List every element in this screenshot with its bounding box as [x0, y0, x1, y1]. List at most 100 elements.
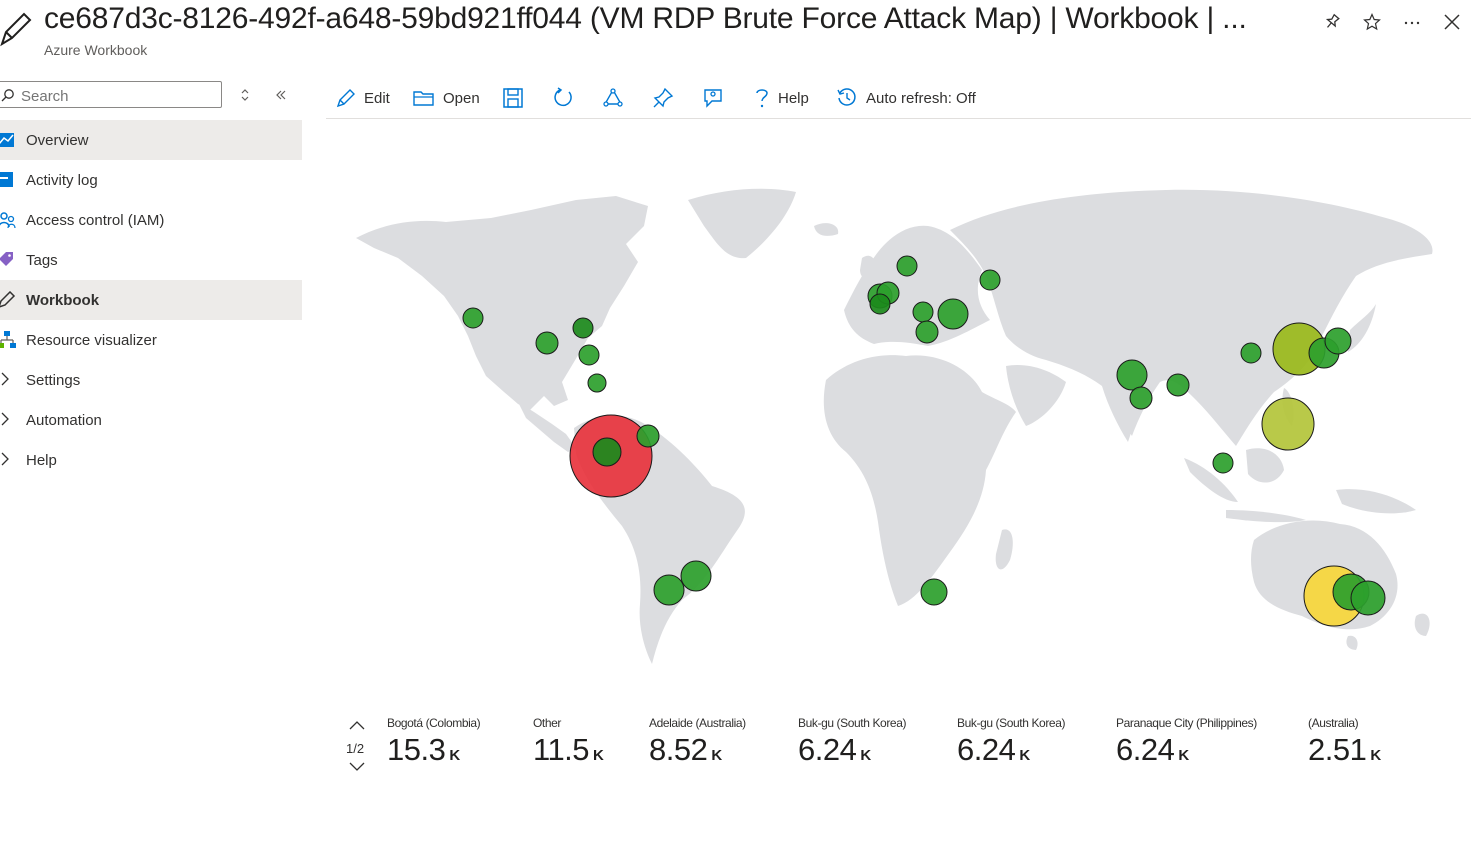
land-borneo — [1246, 448, 1284, 483]
bubble-us-west[interactable] — [462, 307, 484, 329]
metric-tile: (Australia) 2.51 K — [1308, 716, 1381, 768]
save-button[interactable] — [502, 84, 524, 112]
chevron-down-icon[interactable] — [348, 760, 366, 774]
bubble-russia[interactable] — [979, 269, 1001, 291]
bubble-japan[interactable] — [1324, 327, 1352, 355]
chevron-up-icon[interactable] — [348, 718, 366, 732]
metric-tile: Other 11.5 K — [533, 716, 604, 768]
bubble-france[interactable] — [869, 293, 891, 315]
metric-tiles: 1/2 Bogotá (Colombia) 15.3 K Other 11.5 K … — [326, 712, 1471, 782]
metric-tile: Buk-gu (South Korea) 6.24 K — [798, 716, 906, 768]
land-new-guinea — [1336, 489, 1416, 514]
search-box[interactable] — [0, 81, 222, 108]
metric-unit: K — [1178, 747, 1189, 764]
open-button[interactable]: Open — [413, 84, 480, 112]
bubble-germany[interactable] — [912, 301, 934, 323]
more-options-icon[interactable] — [1400, 10, 1424, 34]
bubble-caracas[interactable] — [636, 424, 660, 448]
metric-value: 6.24 — [957, 732, 1016, 767]
land-tasmania — [1346, 635, 1358, 650]
pin-to-dashboard-button[interactable] — [652, 84, 674, 112]
bubble-sao-paulo[interactable] — [680, 560, 712, 592]
sidebar-item-activity-log[interactable]: Activity log — [0, 160, 302, 200]
bubble-bangladesh[interactable] — [1166, 373, 1190, 397]
metric-unit: K — [711, 747, 722, 764]
sidebar-item-resource-visualizer[interactable]: Resource visualizer — [0, 320, 302, 360]
metric-value-row: 2.51 K — [1308, 732, 1381, 768]
sidebar-group-automation[interactable]: Automation — [0, 400, 302, 440]
sort-icon[interactable] — [236, 86, 254, 104]
refresh-button[interactable] — [552, 84, 574, 112]
page-subtitle: Azure Workbook — [44, 42, 148, 58]
save-icon — [503, 88, 523, 108]
bubble-us-east[interactable] — [578, 344, 600, 366]
sidebar-item-label: Resource visualizer — [26, 331, 157, 349]
history-icon — [837, 88, 856, 106]
iam-icon — [0, 212, 16, 229]
feedback-button[interactable] — [702, 84, 724, 112]
chevron-right-icon — [1, 452, 9, 466]
bubble-sydney[interactable] — [1350, 580, 1386, 616]
help-button[interactable]: Help — [754, 84, 809, 112]
bubble-us-central[interactable] — [535, 331, 559, 355]
bubble-singapore[interactable] — [1212, 452, 1234, 474]
bubble-romania[interactable] — [937, 298, 969, 330]
bubble-buenos-aires[interactable] — [653, 574, 685, 606]
bubble-us-florida[interactable] — [587, 373, 607, 393]
metric-value: 2.51 — [1308, 732, 1367, 767]
bubble-sweden[interactable] — [896, 255, 918, 277]
bubble-china[interactable] — [1240, 342, 1262, 364]
pencil-icon — [0, 291, 16, 308]
blade-header: ce687d3c-8126-492f-a648-59bd921ff044 (VM… — [0, 0, 1471, 70]
sidebar-item-label: Automation — [26, 411, 102, 429]
sidebar-item-label: Overview — [26, 131, 89, 149]
metric-label: Buk-gu (South Korea) — [957, 716, 1066, 730]
page-title: ce687d3c-8126-492f-a648-59bd921ff044 (VM… — [44, 2, 1247, 35]
sidebar-item-workbook[interactable]: Workbook — [0, 280, 302, 320]
bubble-philippines[interactable] — [1261, 397, 1315, 451]
land-greenland — [688, 188, 796, 259]
bubble-bogota-inner[interactable] — [592, 437, 622, 467]
pin-icon[interactable] — [1320, 10, 1344, 34]
close-icon[interactable] — [1440, 10, 1464, 34]
bubble-us-chicago[interactable] — [572, 317, 594, 339]
land-arabia — [1006, 364, 1066, 426]
sidebar-item-access-control[interactable]: Access control (IAM) — [0, 200, 302, 240]
sidebar-item-overview[interactable]: Overview — [0, 120, 302, 160]
folder-open-icon — [413, 91, 434, 106]
search-icon — [1, 89, 14, 102]
metric-value: 6.24 — [798, 732, 857, 767]
search-input[interactable] — [19, 85, 219, 107]
metric-tile: Buk-gu (South Korea) 6.24 K — [957, 716, 1065, 768]
bubble-south-africa[interactable] — [920, 578, 948, 606]
metric-value-row: 8.52 K — [649, 732, 746, 768]
land-japan — [1348, 304, 1376, 352]
collapse-menu-icon[interactable] — [272, 86, 290, 104]
metric-label: Buk-gu (South Korea) — [798, 716, 907, 730]
chevron-right-icon — [1, 412, 9, 426]
metric-unit: K — [449, 747, 460, 764]
land-masses — [356, 188, 1433, 664]
sidebar-item-tags[interactable]: Tags — [0, 240, 302, 280]
metric-value-row: 11.5 K — [533, 732, 604, 768]
land-asia — [950, 189, 1433, 446]
bubble-italy[interactable] — [915, 320, 939, 344]
star-icon[interactable] — [1360, 10, 1384, 34]
metric-unit: K — [1370, 747, 1381, 764]
command-bar: Edit Open Help Auto refresh: Off — [326, 80, 1471, 119]
bubble-india-south[interactable] — [1129, 386, 1153, 410]
metric-value: 15.3 — [387, 732, 446, 767]
metric-value-row: 6.24 K — [957, 732, 1065, 768]
sidebar-group-help[interactable]: Help — [0, 440, 302, 480]
bubble-india-north[interactable] — [1116, 359, 1148, 391]
auto-refresh-button[interactable]: Auto refresh: Off — [836, 84, 976, 112]
attack-map[interactable] — [326, 130, 1471, 710]
metric-label: Bogotá (Colombia) — [387, 716, 481, 730]
feedback-icon — [704, 89, 722, 108]
metric-label: (Australia) — [1308, 716, 1359, 730]
metric-pager: 1/2 — [344, 716, 370, 776]
pencil-icon — [336, 89, 355, 108]
customize-button[interactable] — [602, 84, 624, 112]
edit-button[interactable]: Edit — [336, 84, 390, 112]
sidebar-group-settings[interactable]: Settings — [0, 360, 302, 400]
